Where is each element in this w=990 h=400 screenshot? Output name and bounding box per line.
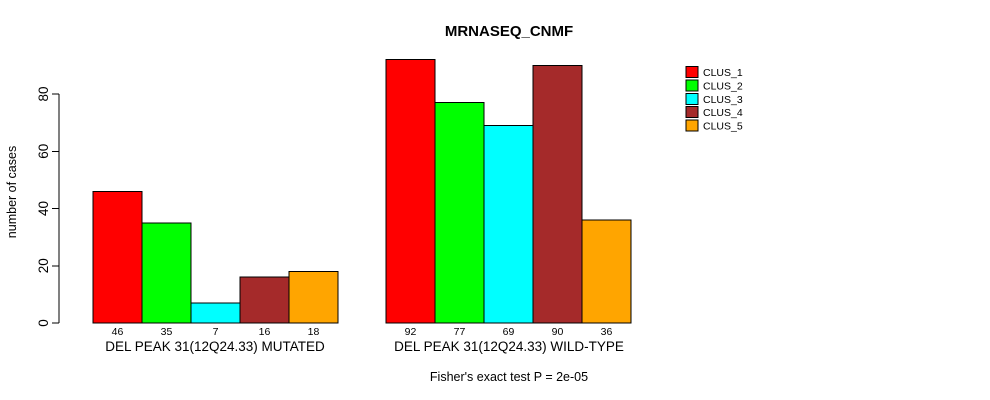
bar-value-label: 7 [213, 326, 219, 338]
legend-swatch-CLUS_1 [685, 66, 699, 78]
legend-label-CLUS_5: CLUS_5 [703, 121, 743, 133]
bar-value-label: 36 [601, 326, 613, 338]
bar-value-label: 46 [112, 326, 124, 338]
legend-label-CLUS_2: CLUS_2 [703, 80, 743, 92]
group-label-wildtype: DEL PEAK 31(12Q24.33) WILD-TYPE [394, 339, 624, 354]
legend-swatch-CLUS_5 [685, 119, 699, 132]
bar-CLUS_5-group1 [288, 270, 339, 324]
y-axis: 0 20 40 60 80 [36, 86, 60, 327]
legend-swatch-CLUS_4 [685, 106, 699, 119]
bar-CLUS_4-group1 [239, 276, 290, 324]
bar-CLUS_5-group2 [581, 219, 632, 324]
y-tick-label: 0 [36, 319, 51, 327]
legend-label-CLUS_1: CLUS_1 [703, 67, 743, 79]
y-tick-label: 80 [36, 86, 51, 101]
y-tick-label: 40 [36, 201, 51, 216]
bar-value-label: 77 [454, 326, 466, 338]
bar-CLUS_1-group1 [92, 190, 143, 324]
chart-title: MRNASEQ_CNMF [445, 23, 573, 40]
legend-label-CLUS_4: CLUS_4 [703, 107, 743, 119]
y-axis-label: number of cases [5, 146, 19, 238]
y-tick-label: 20 [36, 258, 51, 273]
y-tick-label: 60 [36, 144, 51, 159]
bar-CLUS_3-group1 [190, 302, 241, 324]
group-label-mutated: DEL PEAK 31(12Q24.33) MUTATED [105, 339, 325, 354]
bar-value-label: 18 [308, 326, 320, 338]
bar-value-label: 16 [259, 326, 271, 338]
bar-value-label: 92 [405, 326, 417, 338]
bar-CLUS_2-group1 [141, 222, 192, 324]
bar-CLUS_1-group2 [385, 59, 436, 324]
bars-layer: 46 35 7 16 18 92 77 69 90 36 [92, 59, 632, 338]
legend-label-CLUS_3: CLUS_3 [703, 94, 743, 106]
legend-swatch-CLUS_2 [685, 79, 699, 92]
bar-value-label: 90 [552, 326, 564, 338]
bar-CLUS_3-group2 [483, 124, 534, 324]
bar-CLUS_4-group2 [532, 64, 583, 324]
bar-CLUS_2-group2 [434, 102, 485, 324]
bar-value-label: 69 [503, 326, 515, 338]
bar-value-label: 35 [161, 326, 173, 338]
fisher-test-caption: Fisher's exact test P = 2e-05 [430, 370, 588, 384]
legend-swatch-CLUS_3 [685, 92, 699, 105]
